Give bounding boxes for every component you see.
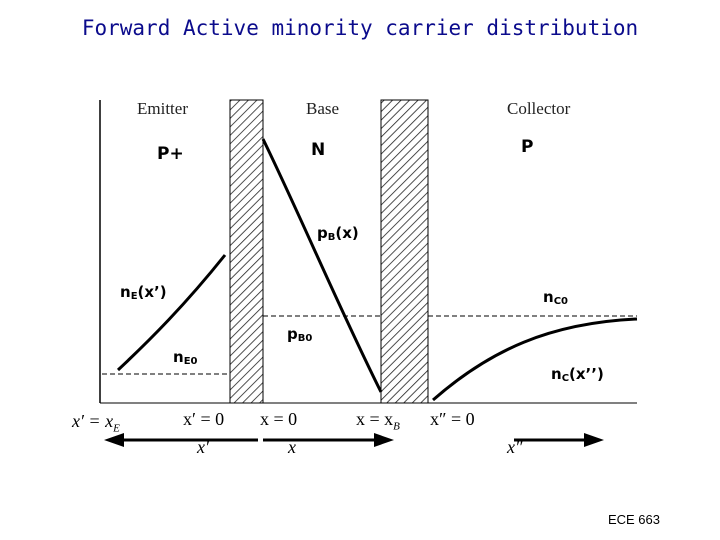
x-double-prime-arrowhead bbox=[584, 433, 604, 447]
slide-title: Forward Active minority carrier distribu… bbox=[81, 16, 639, 40]
coord-x-zero: x = 0 bbox=[260, 409, 298, 429]
footer-course-label: ECE 663 bbox=[607, 512, 660, 527]
pB-curve bbox=[261, 138, 383, 393]
emitter-base-depletion bbox=[229, 99, 264, 404]
axis-x-prime: x′ bbox=[197, 437, 209, 457]
pB0-label: pB0 bbox=[287, 325, 313, 344]
coord-xE: x′ = xE bbox=[72, 411, 120, 435]
nC-curve bbox=[432, 317, 638, 402]
coord-xdoubleprime-zero: x″ = 0 bbox=[430, 409, 475, 429]
collector-doping: P bbox=[521, 137, 534, 157]
base-doping: N bbox=[311, 140, 326, 160]
coord-xB: x = xB bbox=[356, 409, 400, 433]
axis-x-double-prime: x″ bbox=[507, 437, 523, 457]
base-label: Base bbox=[306, 99, 340, 118]
pB-label: pB(x) bbox=[317, 224, 359, 243]
nC-label: nC(x’’) bbox=[551, 365, 604, 384]
nC0-label: nC0 bbox=[543, 288, 568, 307]
emitter-doping: P+ bbox=[157, 144, 184, 164]
axis-x: x bbox=[288, 437, 296, 457]
base-collector-depletion bbox=[380, 99, 429, 404]
nE-label: nE(x’) bbox=[120, 283, 167, 302]
nE0-label: nE0 bbox=[173, 348, 198, 367]
nE-curve bbox=[116, 254, 227, 372]
x-arrowhead bbox=[374, 433, 394, 447]
x-prime-arrowhead bbox=[104, 433, 124, 447]
collector-label: Collector bbox=[507, 99, 571, 118]
coord-xprime-zero: x′ = 0 bbox=[183, 409, 225, 429]
emitter-label: Emitter bbox=[137, 99, 188, 118]
